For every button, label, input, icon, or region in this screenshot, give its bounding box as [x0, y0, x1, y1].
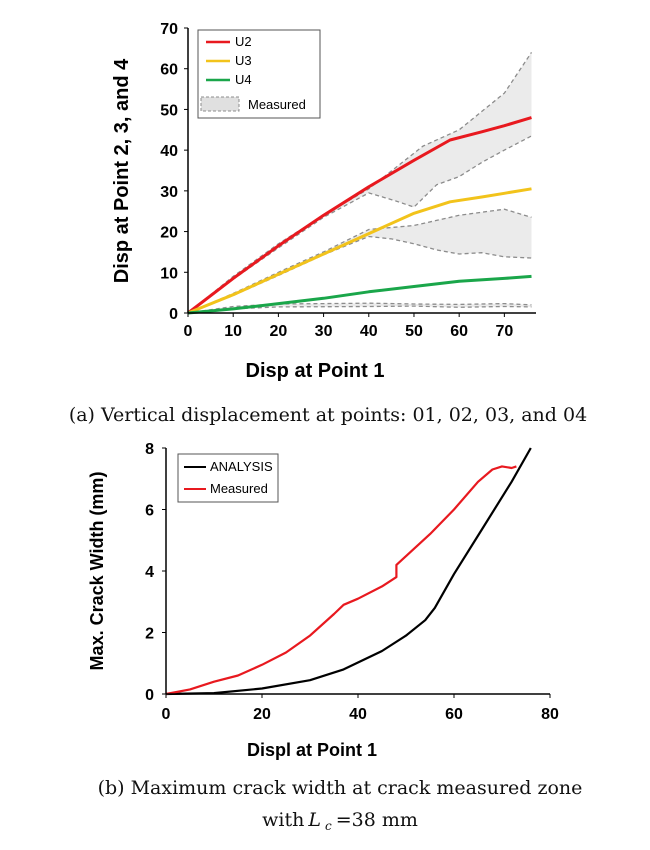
- y-tick-label: 30: [160, 184, 178, 201]
- y-tick-label: 50: [160, 102, 178, 119]
- legend-label-measured: Measured: [210, 481, 268, 496]
- x-tick-label: 40: [360, 323, 378, 340]
- caption-b-with: with: [262, 809, 304, 831]
- tick-labels: 0 10 20 30 40 50 60 70 0 10 20 30 40 50 60 70: [160, 21, 513, 340]
- series-u2-line: [187, 116, 532, 315]
- x-tick-label: 10: [224, 323, 242, 340]
- series-lines: [165, 447, 532, 696]
- x-tick-label: 60: [450, 323, 468, 340]
- y-tick-label: 10: [160, 265, 178, 282]
- legend-box: [177, 453, 279, 503]
- x-axis-title: Disp at Point 1: [246, 360, 385, 382]
- y-tick-label: 4: [145, 564, 154, 581]
- x-tick-label: 20: [253, 706, 271, 723]
- caption-b-variable: L: [307, 809, 321, 831]
- y-axis-title: Disp at Point 2, 3, and 4: [111, 58, 133, 283]
- y-tick-label: 70: [160, 21, 178, 38]
- y-tick-label: 40: [160, 143, 178, 160]
- chart-b: 0 20 40 60 80 0 2 4 6 8 Displ at Point 1 Max. Cra…: [87, 441, 559, 760]
- y-axis-title: Max. Crack Width (mm): [87, 472, 107, 671]
- x-tick-label: 0: [184, 323, 193, 340]
- legend-label-measured: Measured: [248, 97, 306, 112]
- x-tick-label: 70: [495, 323, 513, 340]
- series-u3-line: [187, 187, 532, 315]
- legend: ANALYSIS Measured: [177, 453, 279, 503]
- x-tick-label: 20: [269, 323, 287, 340]
- x-tick-label: 60: [445, 706, 463, 723]
- series-u4-line: [187, 274, 532, 315]
- series-measured-line: [165, 465, 517, 696]
- y-tick-label: 20: [160, 225, 178, 242]
- y-tick-label: 60: [160, 62, 178, 79]
- measured-band-2-lower: [187, 235, 532, 314]
- caption-a: (a) Vertical displacement at points: 01,…: [69, 404, 587, 426]
- measured-band-1-upper: [187, 52, 533, 314]
- measured-band-2: [188, 209, 532, 313]
- x-tick-label: 80: [541, 706, 559, 723]
- y-tick-label: 0: [169, 306, 178, 323]
- tick-labels: 0 20 40 60 80 0 2 4 6 8: [145, 441, 559, 723]
- measured-band-3-upper: [187, 302, 532, 314]
- x-tick-label: 30: [315, 323, 333, 340]
- x-axis-title: Displ at Point 1: [247, 740, 377, 760]
- series-lines: [187, 116, 532, 315]
- measured-band-1-lower: [187, 135, 532, 314]
- legend-label-analysis: ANALYSIS: [210, 459, 273, 474]
- y-tick-label: 6: [145, 503, 154, 520]
- legend-label-u2: U2: [235, 34, 252, 49]
- x-tick-label: 50: [405, 323, 423, 340]
- series-analysis-line: [165, 447, 532, 696]
- chart-a: 0 10 20 30 40 50 60 70 0 10 20 30 40 50 60 70 Disp at P…: [111, 21, 536, 382]
- caption-b-line1: (b) Maximum crack width at crack measure…: [98, 777, 583, 799]
- x-tick-label: 0: [162, 706, 171, 723]
- measured-band-3: [188, 303, 532, 313]
- legend-swatch-measured: [200, 96, 240, 112]
- caption-b-subscript: c: [325, 819, 332, 833]
- legend: U2 U3 U4 Measured: [197, 29, 321, 119]
- y-tick-label: 2: [145, 626, 154, 643]
- caption-b-value: =38 mm: [336, 809, 418, 831]
- y-tick-label: 8: [145, 441, 154, 458]
- y-tick-label: 0: [145, 687, 154, 704]
- legend-label-u3: U3: [235, 53, 252, 68]
- x-tick-label: 40: [349, 706, 367, 723]
- caption-b-line2: with L c =38 mm: [262, 809, 418, 834]
- legend-label-u4: U4: [235, 72, 252, 87]
